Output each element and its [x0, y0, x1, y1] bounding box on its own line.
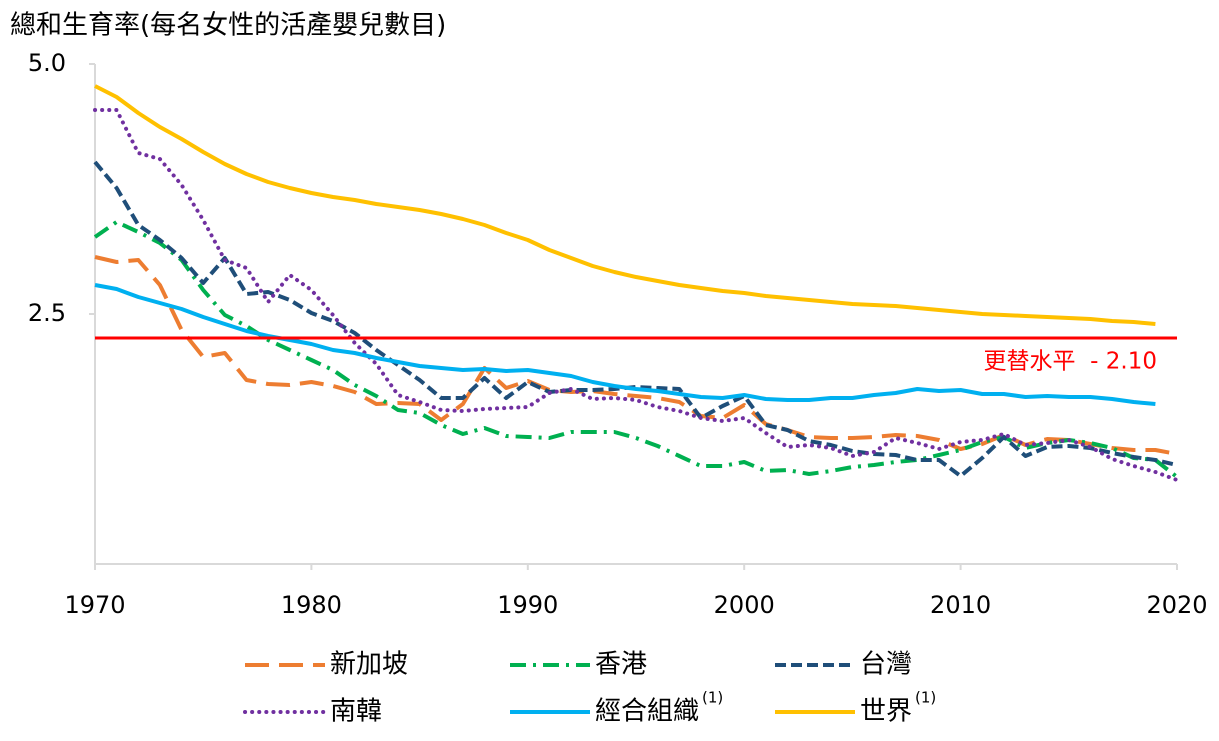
x-tick-label: 2000	[714, 591, 775, 619]
legend-label: 經合組織	[595, 697, 699, 727]
x-tick-label: 2010	[930, 591, 991, 619]
legend-label: 世界	[860, 697, 912, 727]
legend-superscript: (1)	[915, 689, 936, 707]
x-tick-label: 1980	[281, 591, 342, 619]
y-tick-label: 5.0	[28, 49, 66, 77]
chart-title: 總和生育率(每名女性的活產嬰兒數目)	[10, 11, 446, 41]
legend-label: 香港	[595, 650, 647, 680]
legend-superscript: (1)	[702, 689, 723, 707]
series-line	[93, 220, 1179, 479]
x-tick-label: 1990	[497, 591, 558, 619]
annotation: 更替水平 - 2.10	[984, 349, 1157, 375]
series-line	[93, 160, 1178, 478]
y-tick-label: 2.5	[28, 299, 66, 327]
legend-label: 台灣	[860, 650, 912, 680]
series-line	[94, 283, 1156, 406]
legend-label: 新加坡	[330, 650, 408, 680]
series-line	[94, 84, 1156, 326]
x-tick-label: 2020	[1146, 591, 1207, 619]
legend-label: 南韓	[330, 697, 382, 727]
x-tick-label: 1970	[64, 591, 125, 619]
